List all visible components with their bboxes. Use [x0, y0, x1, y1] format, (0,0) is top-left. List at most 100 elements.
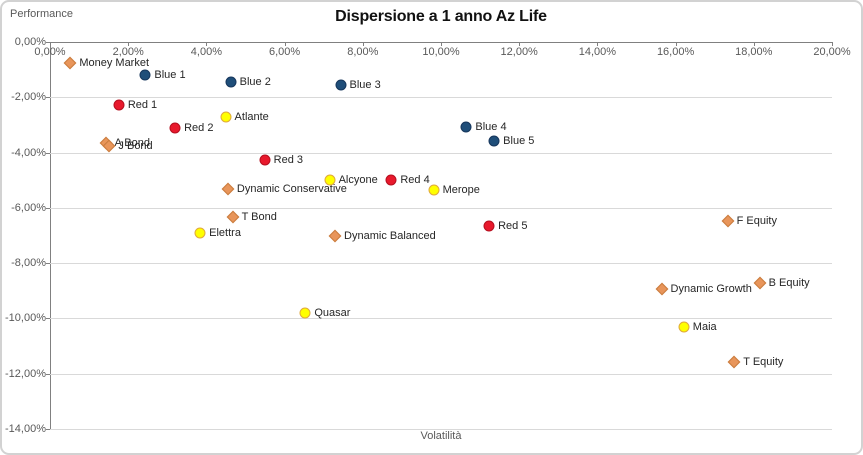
data-point-b-equity[interactable]: [753, 276, 767, 290]
data-point-red-1[interactable]: [113, 99, 125, 111]
x-tick-mark: [50, 42, 51, 46]
data-label: Red 3: [273, 153, 304, 166]
data-label: Red 4: [400, 173, 430, 186]
y-tick-mark: [46, 97, 50, 99]
y-tick-label: -10,00%: [5, 312, 46, 325]
data-point-money-market[interactable]: [63, 56, 77, 70]
x-tick-label: 10,00%: [422, 46, 460, 58]
data-point-alcyone[interactable]: [324, 174, 336, 186]
data-point-maia[interactable]: [678, 321, 690, 333]
data-point-red-5[interactable]: [483, 220, 495, 232]
data-label: Money Market: [79, 56, 150, 69]
y-tick-mark: [46, 263, 50, 265]
y-tick-label: -8,00%: [11, 257, 46, 270]
y-tick-mark: [46, 42, 50, 43]
gridline: [50, 318, 832, 320]
chart-title: Dispersione a 1 anno Az Life: [335, 8, 547, 25]
data-label: J Bond: [118, 139, 153, 152]
x-tick-label: 2,00%: [112, 46, 144, 58]
data-point-red-3[interactable]: [259, 154, 271, 166]
data-label: Blue 1: [154, 69, 186, 82]
x-tick-label: 16,00%: [656, 46, 695, 58]
data-point-merope[interactable]: [428, 184, 440, 196]
data-label: Red 1: [127, 99, 158, 112]
data-point-quasar[interactable]: [299, 307, 311, 319]
data-point-dynamic-conservative[interactable]: [221, 182, 235, 196]
data-point-blue-1[interactable]: [139, 69, 151, 81]
data-label: F Equity: [736, 215, 777, 228]
y-tick-mark: [46, 207, 50, 209]
data-label: Quasar: [314, 307, 351, 320]
y-tick-label: 0,00%: [14, 36, 46, 48]
y-tick-mark: [46, 429, 50, 430]
data-point-dynamic-growth[interactable]: [655, 282, 668, 296]
x-axis-title: Volatilità: [420, 430, 462, 442]
data-point-blue-4[interactable]: [460, 121, 472, 133]
data-point-f-equity[interactable]: [721, 214, 734, 228]
data-point-dynamic-balanced[interactable]: [328, 229, 342, 243]
y-tick-label: -12,00%: [5, 367, 46, 380]
y-tick-label: -4,00%: [11, 146, 46, 159]
gridline: [50, 429, 832, 430]
gridline: [50, 373, 832, 375]
x-tick-mark: [597, 42, 599, 46]
data-point-red-2[interactable]: [169, 122, 181, 134]
gridline: [50, 97, 832, 99]
y-tick-label: -14,00%: [5, 423, 46, 435]
y-tick-mark: [46, 152, 50, 154]
y-tick-mark: [46, 318, 50, 320]
data-label: Dynamic Growth: [670, 283, 752, 296]
data-point-t-bond[interactable]: [226, 210, 239, 224]
x-tick-label: 4,00%: [190, 46, 222, 58]
data-label: Blue 3: [349, 78, 381, 91]
x-tick-label: 8,00%: [347, 46, 379, 58]
data-label: B Equity: [768, 277, 810, 290]
data-label: T Equity: [743, 355, 784, 368]
y-tick-label: -6,00%: [11, 201, 46, 214]
y-tick-mark: [46, 373, 50, 375]
data-label: Blue 2: [239, 76, 271, 89]
data-label: Maia: [692, 320, 717, 333]
data-label: Alcyone: [338, 173, 378, 186]
data-point-atlante[interactable]: [220, 111, 232, 123]
x-tick-mark: [206, 42, 208, 46]
y-axis-title: Performance: [10, 8, 73, 20]
data-point-red-4[interactable]: [385, 174, 397, 186]
data-point-blue-2[interactable]: [225, 76, 237, 88]
data-point-blue-3[interactable]: [335, 79, 346, 91]
x-tick-label: 20,00%: [813, 46, 851, 58]
data-label: Dynamic Conservative: [236, 182, 347, 195]
y-axis-line: [50, 42, 51, 429]
data-label: Red 2: [184, 121, 214, 134]
data-label: Blue 5: [503, 135, 535, 148]
x-tick-mark: [284, 42, 286, 46]
data-point-elettra[interactable]: [194, 227, 206, 239]
data-label: Blue 4: [475, 121, 507, 134]
x-tick-label: 6,00%: [268, 46, 301, 58]
gridline: [50, 207, 832, 209]
x-tick-mark: [362, 42, 364, 46]
data-label: T Bond: [241, 210, 277, 223]
plot-area: 0,00% -2,00% -4,00% -6,00% -8,00% -10,00% -12,…: [5, 36, 851, 435]
x-tick-mark: [753, 42, 755, 46]
x-tick-mark: [128, 42, 130, 46]
gridline: [50, 263, 832, 265]
data-label: Dynamic Balanced: [344, 229, 436, 242]
x-tick-mark: [832, 42, 833, 46]
gridline: [50, 152, 832, 154]
y-tick-label: -2,00%: [11, 91, 46, 104]
x-tick-label: 12,00%: [500, 46, 538, 58]
data-label: Atlante: [234, 110, 269, 123]
x-tick-label: 18,00%: [735, 46, 773, 58]
data-label: A Bond: [114, 137, 150, 150]
x-tick-label: 0,00%: [34, 46, 66, 58]
data-label: Red 5: [498, 219, 528, 232]
data-point-blue-5[interactable]: [488, 135, 500, 147]
x-tick-mark: [441, 42, 442, 46]
data-point-t-equity[interactable]: [727, 355, 741, 368]
data-label: Elettra: [209, 226, 241, 239]
x-tick-mark: [519, 42, 521, 46]
data-label: Merope: [442, 184, 480, 197]
x-tick-mark: [675, 42, 677, 46]
